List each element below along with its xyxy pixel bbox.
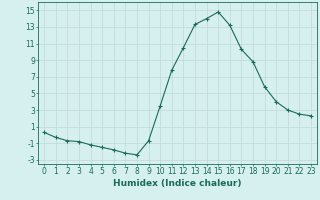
X-axis label: Humidex (Indice chaleur): Humidex (Indice chaleur) xyxy=(113,179,242,188)
